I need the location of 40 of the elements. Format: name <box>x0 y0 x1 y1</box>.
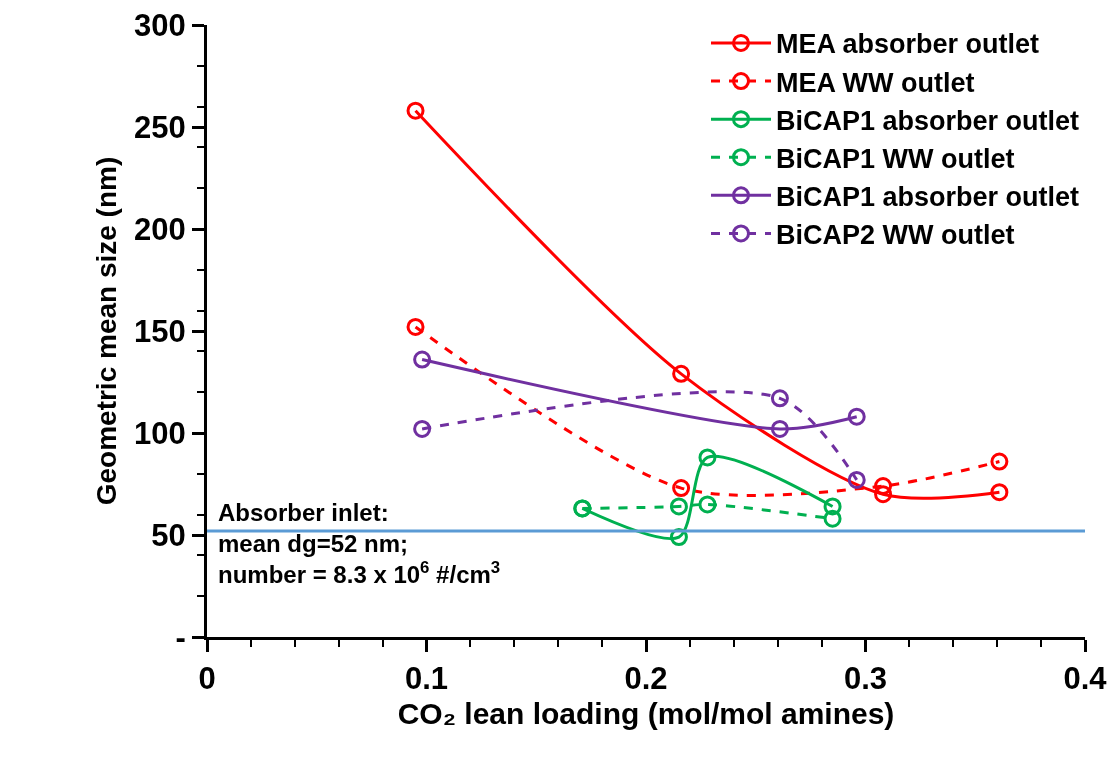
y-tick-label: 250 <box>134 109 186 145</box>
point <box>672 364 691 383</box>
point <box>847 407 866 426</box>
legend-label: MEA absorber outlet <box>776 29 1040 60</box>
legend-label: BiCAP1 WW outlet <box>776 143 1015 174</box>
point <box>698 448 717 467</box>
y-tick-label: 150 <box>134 313 186 349</box>
x-tick-label: 0 <box>198 661 216 697</box>
y-tick-label: 100 <box>134 415 186 451</box>
ref-line-label: Absorber inlet: mean dg=52 nm; number = 8.3 x 10$^{6}$ #/cm$^{3}$ <box>218 499 501 589</box>
point <box>823 509 842 528</box>
legend-label: MEA WW outlet <box>776 67 975 98</box>
point <box>669 497 688 516</box>
point <box>770 389 789 408</box>
point <box>672 479 691 498</box>
point <box>413 350 432 369</box>
y-axis-title: Geometric mean size (nm) <box>90 156 122 506</box>
point <box>823 497 842 516</box>
point <box>406 101 425 120</box>
x-tick-label: 0.1 <box>404 661 449 697</box>
point <box>406 317 425 336</box>
y-tick-label: 200 <box>134 211 186 247</box>
point <box>874 485 893 504</box>
point <box>770 419 789 438</box>
legend-label: BiCAP1 absorber outlet <box>776 105 1080 136</box>
legend-label: BiCAP2 WW outlet <box>776 219 1015 250</box>
y-tick-label: 50 <box>151 517 186 553</box>
point <box>698 495 717 514</box>
point <box>990 452 1009 471</box>
point <box>413 419 432 438</box>
x-tick-label: 0.2 <box>624 661 668 697</box>
x-axis-title: CO₂ lean loading (mol/mol amines) <box>397 696 895 730</box>
legend-label: BiCAP1 absorber outlet <box>776 181 1080 212</box>
point <box>874 477 893 496</box>
x-tick-label: 0.4 <box>1063 661 1108 697</box>
y-tick-label: 300 <box>134 7 186 43</box>
point <box>847 470 866 489</box>
point <box>990 483 1009 502</box>
x-tick-label: 0.3 <box>843 661 888 697</box>
y-tick-label: - <box>175 619 186 655</box>
